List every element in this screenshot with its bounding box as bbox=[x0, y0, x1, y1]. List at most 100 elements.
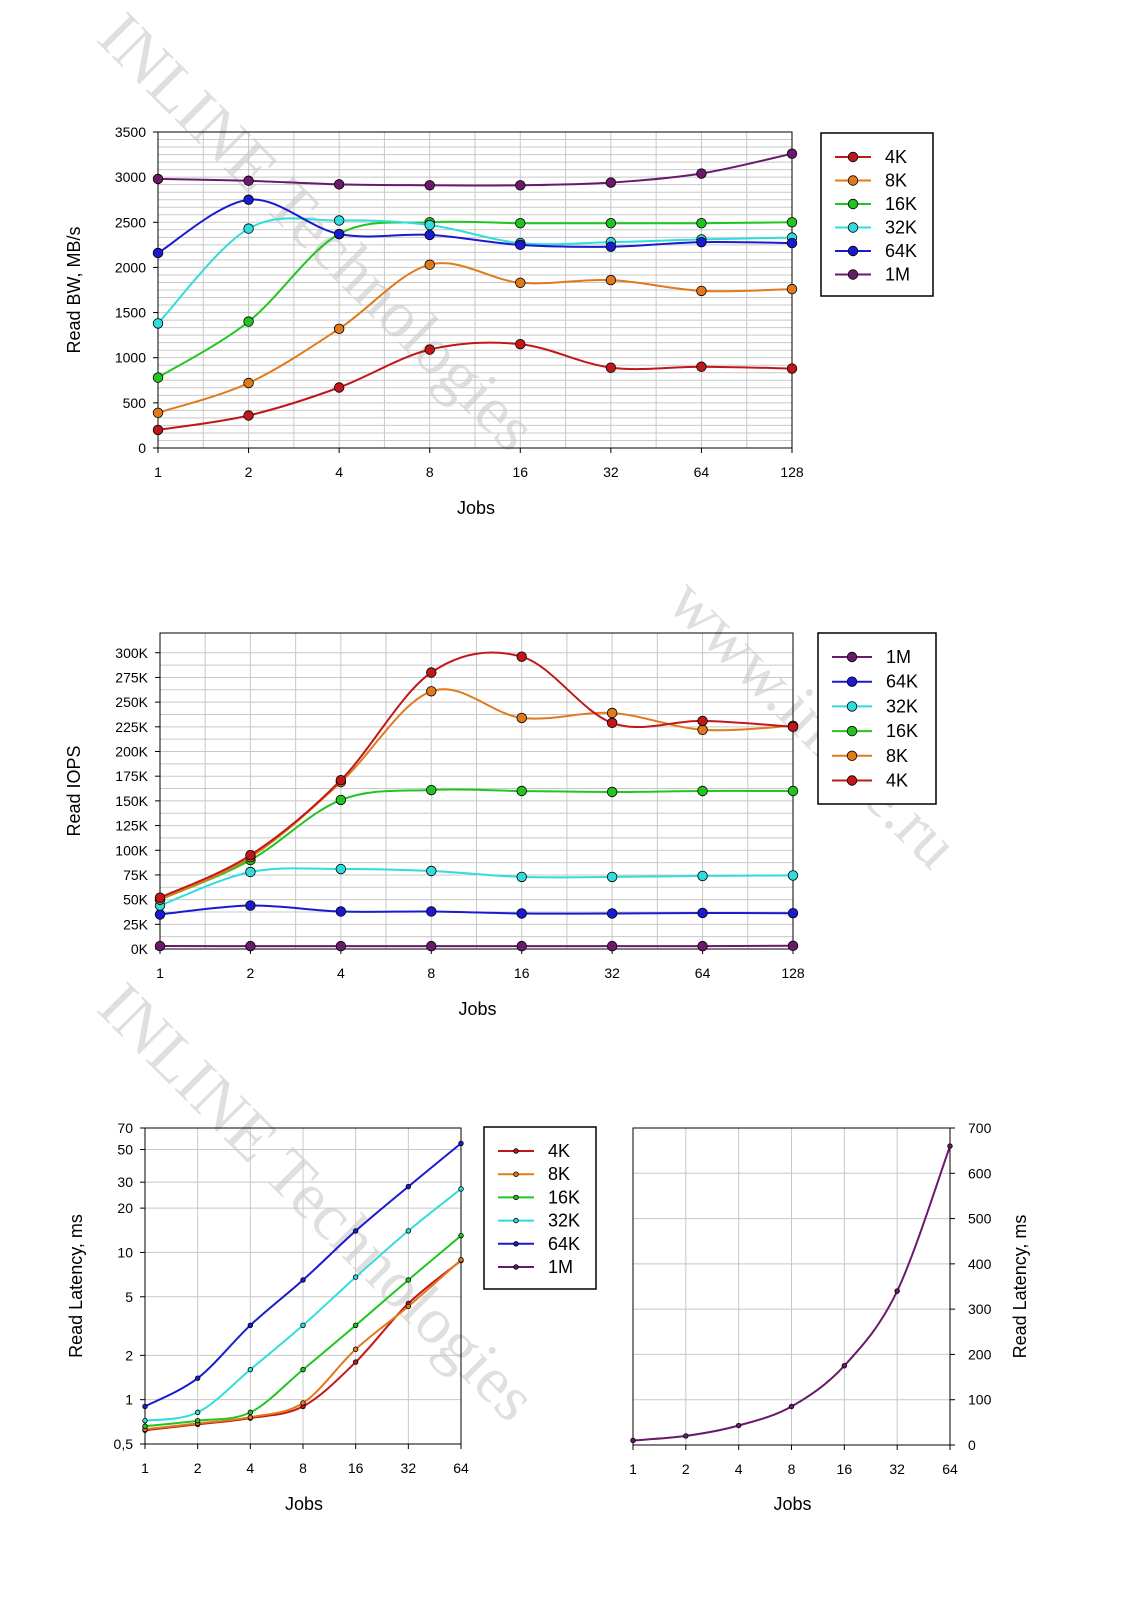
data-point bbox=[405, 1183, 412, 1190]
legend-label: 64K bbox=[548, 1234, 580, 1254]
legend-marker bbox=[513, 1217, 519, 1224]
x-tick-label: 2 bbox=[245, 464, 253, 480]
y-tick-label: 3500 bbox=[115, 124, 146, 140]
y-tick-label: 50K bbox=[123, 892, 149, 908]
data-point bbox=[606, 786, 618, 798]
data-point bbox=[194, 1409, 201, 1416]
legend-marker bbox=[513, 1194, 519, 1201]
y-tick-label: 0,5 bbox=[114, 1436, 134, 1452]
legend-marker bbox=[513, 1241, 519, 1247]
data-point bbox=[142, 1417, 148, 1424]
data-point bbox=[516, 908, 527, 919]
legend-label: 4K bbox=[548, 1141, 570, 1161]
legend-marker bbox=[846, 651, 858, 663]
data-point bbox=[424, 344, 435, 355]
y-tick-label: 2500 bbox=[115, 214, 146, 230]
data-point bbox=[606, 940, 618, 952]
data-point bbox=[683, 1433, 689, 1439]
data-point bbox=[516, 871, 527, 883]
y-tick-label: 2 bbox=[125, 1347, 133, 1363]
y-tick-label: 200K bbox=[115, 744, 148, 760]
x-tick-label: 64 bbox=[453, 1460, 469, 1476]
data-point bbox=[335, 774, 347, 786]
data-point bbox=[515, 277, 526, 288]
x-tick-label: 1 bbox=[156, 965, 164, 981]
data-point bbox=[516, 940, 527, 952]
y-tick-label: 20 bbox=[117, 1200, 133, 1216]
data-point bbox=[247, 1414, 254, 1420]
data-point bbox=[243, 410, 254, 421]
data-point bbox=[352, 1322, 359, 1328]
data-point bbox=[333, 228, 345, 240]
legend-label: 32K bbox=[885, 218, 917, 238]
y-tick-label: 300K bbox=[115, 645, 148, 661]
data-point bbox=[787, 940, 799, 952]
data-point bbox=[458, 1140, 464, 1147]
y-axis-title: Read Latency, ms bbox=[66, 1214, 86, 1358]
legend-label: 16K bbox=[885, 194, 917, 214]
data-point bbox=[424, 219, 435, 231]
data-point bbox=[786, 283, 798, 295]
legend-item-16K: 16K bbox=[835, 194, 917, 214]
data-point bbox=[152, 407, 164, 418]
data-point bbox=[697, 870, 708, 882]
y-tick-label: 25K bbox=[123, 916, 149, 932]
series-line-16K bbox=[159, 788, 794, 901]
data-point bbox=[300, 1366, 306, 1373]
data-point bbox=[194, 1375, 201, 1381]
data-point bbox=[696, 168, 707, 179]
legend-label: 4K bbox=[885, 147, 907, 167]
y-tick-label: 1500 bbox=[115, 305, 146, 321]
legend-item-64K: 64K bbox=[835, 241, 917, 261]
data-point bbox=[243, 316, 254, 327]
data-point bbox=[300, 1277, 306, 1283]
legend-marker bbox=[846, 750, 858, 762]
legend-marker bbox=[847, 269, 859, 280]
data-point bbox=[142, 1403, 148, 1410]
data-point bbox=[152, 247, 164, 259]
data-point bbox=[245, 866, 256, 878]
y-tick-label: 1 bbox=[125, 1392, 133, 1408]
data-point bbox=[405, 1303, 412, 1310]
data-point bbox=[787, 785, 799, 797]
y-tick-label: 275K bbox=[115, 669, 148, 685]
data-point bbox=[300, 1400, 306, 1406]
data-point bbox=[426, 906, 437, 917]
data-point bbox=[335, 906, 347, 917]
data-point bbox=[405, 1277, 412, 1283]
data-point bbox=[426, 865, 437, 877]
data-point bbox=[697, 940, 708, 952]
x-tick-label: 2 bbox=[247, 965, 255, 981]
data-point bbox=[426, 667, 437, 678]
data-point bbox=[696, 217, 707, 229]
legend-label: 8K bbox=[886, 746, 908, 766]
y-tick-label: 1000 bbox=[115, 350, 146, 366]
data-point bbox=[605, 217, 617, 229]
y-tick-label: 75K bbox=[123, 867, 149, 883]
chart-3: 0,5 1 2 5 10 20 30 50 70 1 2 4 8 16 32 64 Jobs Read Laten… bbox=[66, 1120, 597, 1514]
y-tick-label: 70 bbox=[117, 1120, 133, 1136]
legend-marker bbox=[847, 198, 859, 210]
y-tick-label: 500 bbox=[968, 1211, 992, 1227]
data-point bbox=[335, 940, 347, 952]
data-point bbox=[458, 1232, 464, 1239]
data-point bbox=[787, 721, 799, 733]
y-tick-label: 10 bbox=[117, 1244, 133, 1260]
data-point bbox=[786, 237, 798, 249]
legend-marker bbox=[846, 676, 858, 687]
data-point bbox=[152, 318, 164, 329]
y-tick-label: 200 bbox=[968, 1346, 992, 1362]
data-point bbox=[405, 1228, 412, 1234]
data-point bbox=[841, 1363, 848, 1369]
legend-marker bbox=[846, 725, 858, 737]
data-point bbox=[515, 180, 526, 191]
data-point bbox=[947, 1143, 953, 1149]
x-tick-label: 1 bbox=[154, 464, 162, 480]
data-point bbox=[154, 909, 166, 920]
chart-4: 0 100 200 300 400 500 600 700 1 2 4 8 16 32 64 Jobs Read… bbox=[629, 1120, 1030, 1514]
data-point bbox=[352, 1359, 359, 1365]
legend-item-64K: 64K bbox=[832, 672, 918, 692]
chart-2: 0K 25K 50K 75K 100K 125K 150K 175K 200K 225K 250K 2… bbox=[64, 632, 937, 1019]
